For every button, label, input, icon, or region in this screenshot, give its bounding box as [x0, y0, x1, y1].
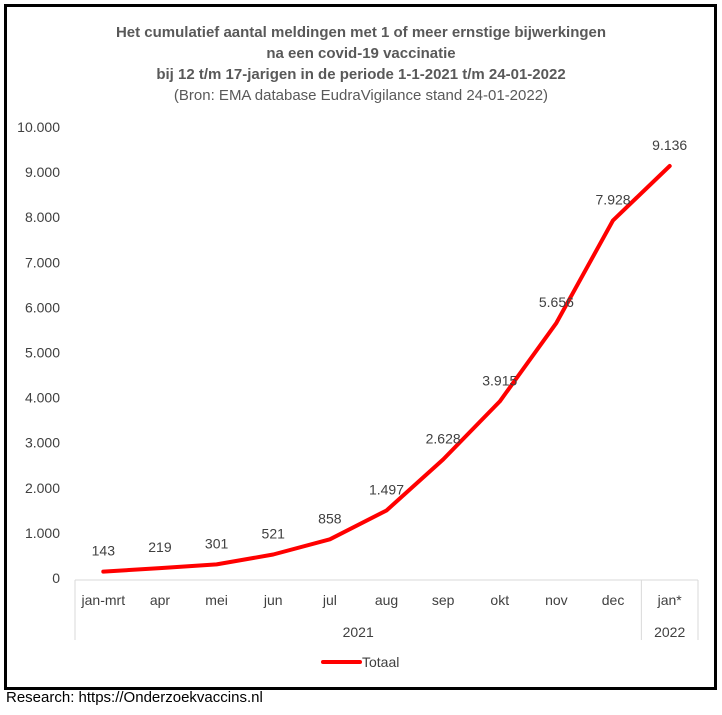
y-tick-label: 5.000 [25, 345, 60, 361]
year-group-label: 2021 [343, 624, 374, 640]
x-tick-label: jun [263, 592, 283, 608]
x-tick-label: aug [375, 592, 398, 608]
y-tick-label: 2.000 [25, 480, 60, 496]
y-tick-label: 4.000 [25, 390, 60, 406]
data-label: 521 [262, 526, 286, 542]
x-tick-label: jul [322, 592, 337, 608]
data-label: 5.656 [539, 294, 574, 310]
y-tick-label: 3.000 [25, 435, 60, 451]
x-tick-label: jan-mrt [81, 592, 126, 608]
y-tick-label: 10.000 [17, 119, 60, 135]
data-label: 3.915 [482, 372, 517, 388]
x-tick-label: mei [205, 592, 228, 608]
data-label: 143 [92, 543, 116, 559]
series-line-totaal [101, 164, 672, 574]
chart-title-line-2: na een covid-19 vaccinatie [266, 45, 456, 62]
data-label: 301 [205, 535, 229, 551]
x-tick-label: apr [150, 592, 171, 608]
y-tick-label: 6.000 [25, 299, 60, 315]
data-label: 7.928 [596, 191, 631, 207]
chart-frame [4, 4, 717, 690]
chart-subtitle: (Bron: EMA database EudraVigilance stand… [173, 87, 549, 104]
chart-title-line-3: bij 12 t/m 17-jarigen in de periode 1-1-… [156, 66, 566, 83]
data-label: 219 [148, 539, 172, 555]
y-tick-label: 7.000 [25, 254, 60, 270]
y-tick-label: 1.000 [25, 525, 60, 541]
x-tick-label: jan* [657, 592, 683, 608]
chart-title-line-1: Het cumulatief aantal meldingen met 1 of… [115, 24, 607, 41]
x-tick-label: okt [490, 592, 509, 608]
x-tick-label: sep [432, 592, 455, 608]
data-label: 9.136 [652, 137, 687, 153]
x-tick-label: nov [545, 592, 568, 608]
data-label: 1.497 [369, 481, 404, 497]
y-tick-label: 8.000 [25, 209, 60, 225]
legend-label: Totaal [362, 654, 399, 670]
y-tick-label: 9.000 [25, 164, 60, 180]
x-tick-label: dec [602, 592, 625, 608]
year-group-label: 2022 [654, 624, 685, 640]
data-label: 2.628 [426, 430, 461, 446]
data-label: 858 [318, 510, 342, 526]
credit-text: Research: https://Onderzoekvaccins.nl [6, 689, 263, 706]
y-tick-label: 0 [52, 570, 60, 586]
